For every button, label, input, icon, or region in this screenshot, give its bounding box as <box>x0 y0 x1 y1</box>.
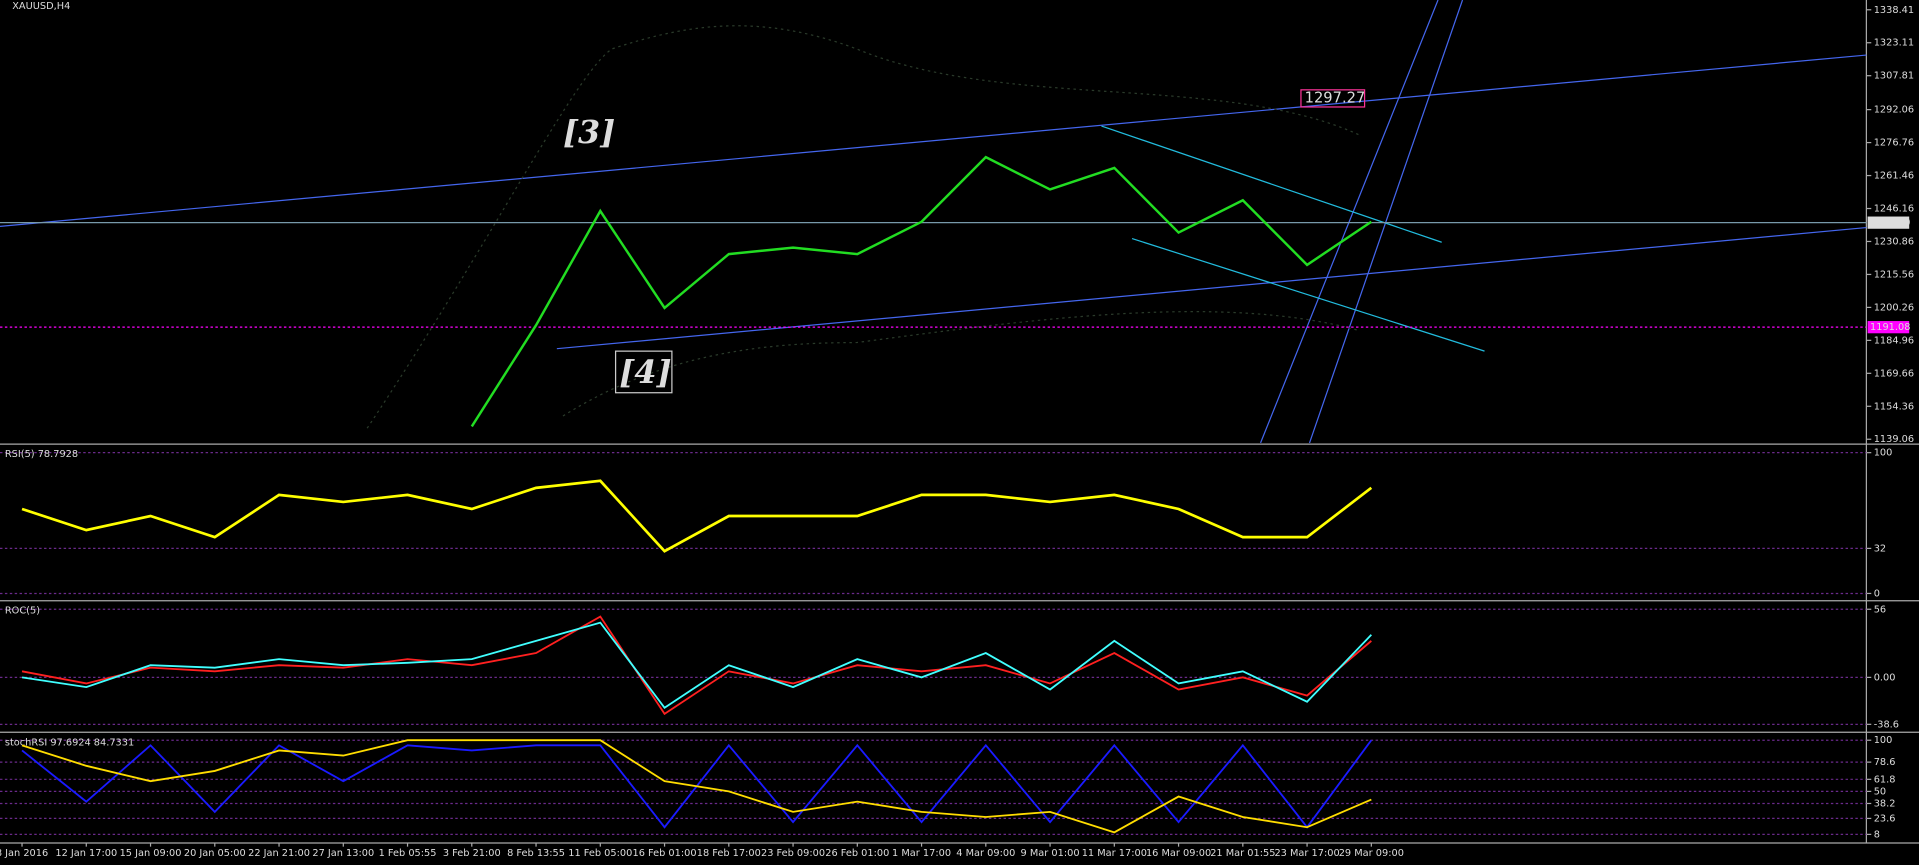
current-price-box <box>1867 216 1910 229</box>
channel-bottom <box>556 226 1867 350</box>
x-tick-label: 15 Jan 09:00 <box>120 848 182 859</box>
panel-title: RSI(5) 78.7928 <box>5 449 78 460</box>
y-tick-label: 1307.81 <box>1874 71 1914 82</box>
x-tick-label: 4 Mar 09:00 <box>956 848 1015 859</box>
y-tick-label: 1338.41 <box>1874 5 1914 16</box>
x-tick-label: 16 Feb 01:00 <box>633 848 697 859</box>
y-tick-label: 1169.66 <box>1874 368 1914 379</box>
y-tick-label: 1323.11 <box>1874 38 1914 49</box>
indicator-line <box>21 479 1373 553</box>
y-tick-label: 100 <box>1874 735 1893 746</box>
y-tick-label: 50 <box>1874 786 1886 797</box>
wave-label: [3] <box>563 113 615 151</box>
fan-line <box>1308 0 1464 444</box>
y-tick-label: 1230.86 <box>1874 236 1914 247</box>
y-tick-label: 1184.96 <box>1874 335 1914 346</box>
trend-lines <box>0 0 1867 444</box>
wave-label-box <box>614 350 673 394</box>
y-tick-label: 1261.46 <box>1874 171 1914 182</box>
x-tick-label: 23 Feb 09:00 <box>761 848 825 859</box>
y-tick-label: 78.6 <box>1874 757 1896 768</box>
channel-top <box>0 54 1867 227</box>
y-tick-label: 32 <box>1874 543 1886 554</box>
x-tick-label: 27 Jan 13:00 <box>312 848 374 859</box>
level-label: 1191.08 <box>1870 322 1910 333</box>
x-tick-label: 16 Mar 09:00 <box>1146 848 1211 859</box>
y-tick-label: 1292.06 <box>1874 105 1914 116</box>
y-tick-label: 1200.26 <box>1874 302 1914 313</box>
y-tick-label: 38.2 <box>1874 798 1896 809</box>
symbol-title: XAUUSD,H4 <box>12 1 70 12</box>
y-tick-label: 1215.56 <box>1874 269 1914 280</box>
x-tick-label: 1 Mar 17:00 <box>892 848 951 859</box>
y-tick-label: -38.6 <box>1874 719 1899 730</box>
indicator-line <box>470 155 1373 428</box>
x-tick-label: 18 Feb 17:00 <box>697 848 761 859</box>
y-tick-label: 0 <box>1874 588 1880 599</box>
x-tick-label: 23 Mar 17:00 <box>1274 848 1339 859</box>
current-price-label: 1239.60 <box>1870 218 1910 229</box>
bands <box>366 25 1359 429</box>
indicator-line <box>21 739 1372 834</box>
target-box <box>1300 89 1366 108</box>
down-channel-bottom <box>1131 237 1485 352</box>
panel-title: stochRSI 97.6924 84.7331 <box>5 738 134 749</box>
y-tick-label: 8 <box>1874 829 1880 840</box>
x-tick-label: 20 Jan 05:00 <box>184 848 246 859</box>
x-tick-label: 12 Jan 17:00 <box>55 848 117 859</box>
y-tick-label: 1139.06 <box>1874 434 1914 445</box>
y-tick-label: 0.00 <box>1874 672 1896 683</box>
band-lower <box>562 311 1359 417</box>
x-tick-label: 11 Mar 17:00 <box>1082 848 1147 859</box>
x-tick-label: 22 Jan 21:00 <box>248 848 310 859</box>
y-tick-label: 61.8 <box>1874 774 1896 785</box>
y-tick-label: 23.6 <box>1874 813 1896 824</box>
x-tick-label: 21 Mar 01:55 <box>1210 848 1275 859</box>
y-tick-label: 1154.36 <box>1874 401 1914 412</box>
frame <box>0 0 1919 844</box>
y-tick-label: 100 <box>1874 448 1893 459</box>
x-tick-label: 8 Feb 13:55 <box>507 848 565 859</box>
wave-label: [4] <box>619 353 671 391</box>
x-tick-label: 9 Mar 01:00 <box>1021 848 1080 859</box>
x-tick-label: 11 Feb 05:00 <box>568 848 632 859</box>
x-tick-label: 1 Feb 05:55 <box>379 848 437 859</box>
x-tick-label: 3 Feb 21:00 <box>443 848 501 859</box>
x-tick-label: 26 Feb 01:00 <box>825 848 889 859</box>
level-box <box>1867 321 1910 334</box>
x-tick-label: 29 Mar 09:00 <box>1339 848 1404 859</box>
indicator-line <box>21 621 1372 710</box>
indicator-line <box>21 615 1372 716</box>
y-tick-label: 1246.16 <box>1874 204 1914 215</box>
fan-line <box>1259 0 1439 444</box>
y-tick-label: 56 <box>1874 604 1886 615</box>
target-label: 1297.27 <box>1305 89 1366 106</box>
panel-title: ROC(5) <box>5 606 40 617</box>
y-tick-label: 1276.76 <box>1874 138 1914 149</box>
x-tick-label: 8 Jan 2016 <box>0 848 48 859</box>
band-upper <box>366 25 1359 429</box>
